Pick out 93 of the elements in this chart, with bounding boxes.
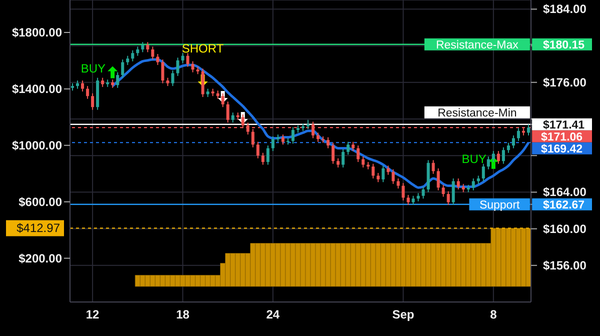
candlestick (356, 145, 360, 162)
candlestick (121, 58, 124, 78)
candlestick (346, 141, 350, 156)
candlestick (396, 178, 400, 190)
x-tick-label: 24 (266, 308, 280, 322)
candlestick (161, 58, 164, 84)
series-label: BUY (80, 61, 106, 76)
candlestick (231, 112, 234, 124)
candlestick (306, 119, 310, 130)
y2-tick-label: $162.67 (543, 199, 585, 212)
candlestick (342, 148, 345, 168)
candlestick (281, 134, 284, 146)
candlestick (432, 160, 435, 174)
candlestick (176, 57, 180, 76)
ref-line-label: $412.97 (16, 221, 60, 236)
y-tick-label: $1800.00 (12, 26, 62, 40)
y2-tick-label: $180.15 (543, 39, 586, 52)
candlestick (516, 128, 520, 142)
candlestick (186, 52, 190, 68)
y-tick-label: $200.00 (18, 252, 62, 266)
candlestick (422, 186, 425, 200)
candlestick (332, 142, 335, 164)
candlestick (512, 134, 515, 149)
candlestick (91, 92, 94, 110)
candlestick (326, 136, 330, 149)
text: BUY (462, 152, 486, 166)
candlestick (256, 141, 260, 159)
candlestick (486, 156, 490, 170)
x-tick-label: Sep (392, 308, 414, 322)
candlestick (126, 55, 130, 66)
y-tick-label: $1400.00 (12, 82, 62, 96)
ref-line-label: Support (479, 199, 521, 212)
point (108, 66, 118, 78)
candlestick (291, 126, 294, 144)
candlestick (386, 165, 390, 176)
candlestick (372, 163, 375, 179)
y-tick-label: $1000.00 (12, 138, 62, 153)
candlestick (261, 152, 264, 166)
candlestick (442, 184, 445, 198)
candlestick (86, 86, 90, 100)
candlestick (392, 168, 395, 184)
candlestick (362, 156, 365, 168)
ref-line-label: Resistance-Max (436, 39, 519, 52)
x-tick-label: 18 (176, 308, 190, 322)
ref-line-label: $169.42 (541, 143, 583, 156)
candlestick (221, 92, 224, 108)
ref-line-label: Resistance-Min (438, 107, 517, 120)
candlestick (226, 101, 230, 124)
candlestick (402, 182, 405, 201)
candlestick (452, 178, 455, 206)
candlestick (382, 165, 385, 183)
candlestick (101, 77, 104, 88)
y2-tick-label: $156.00 (543, 258, 587, 272)
y-tick-label: $600.00 (18, 195, 62, 210)
candlestick (456, 178, 460, 190)
candlestick (482, 163, 485, 182)
ref-line-label: $171.06 (541, 131, 583, 144)
candlestick (412, 195, 415, 206)
candlestick (436, 168, 440, 191)
candlestick (156, 53, 160, 66)
x-tick-label: 12 (86, 308, 100, 322)
y2-tick-label: $176.00 (543, 75, 587, 90)
candlestick (141, 42, 144, 53)
candlestick (526, 124, 530, 136)
x-tick-label: 8 (490, 308, 498, 322)
candlestick (271, 136, 274, 152)
candlestick (181, 52, 184, 64)
candlestick (506, 142, 510, 154)
candlestick (191, 60, 194, 73)
candlestick (146, 42, 150, 53)
candlestick (151, 46, 154, 60)
candlestick (376, 172, 380, 183)
candlestick (201, 68, 204, 98)
candlestick (266, 145, 270, 166)
candlestick (81, 80, 84, 92)
candlestick (472, 178, 475, 191)
candlestick (131, 50, 134, 62)
y2-tick-label: $184.00 (543, 2, 587, 16)
candlestick (136, 46, 140, 56)
candlestick (502, 146, 505, 164)
candlestick (171, 70, 174, 87)
text: SHORT (182, 42, 224, 56)
candlestick (116, 72, 120, 88)
candlestick (316, 132, 320, 142)
candlestick (492, 150, 495, 162)
candlestick (406, 194, 410, 206)
candlestick (352, 141, 355, 152)
y2-tick-label: $164.00 (543, 185, 587, 200)
candlestick (336, 158, 340, 168)
candlestick (496, 150, 500, 164)
y2-tick-label: $171.41 (543, 119, 586, 132)
y2-tick-label: $160.00 (543, 222, 587, 236)
candlestick (446, 190, 450, 206)
